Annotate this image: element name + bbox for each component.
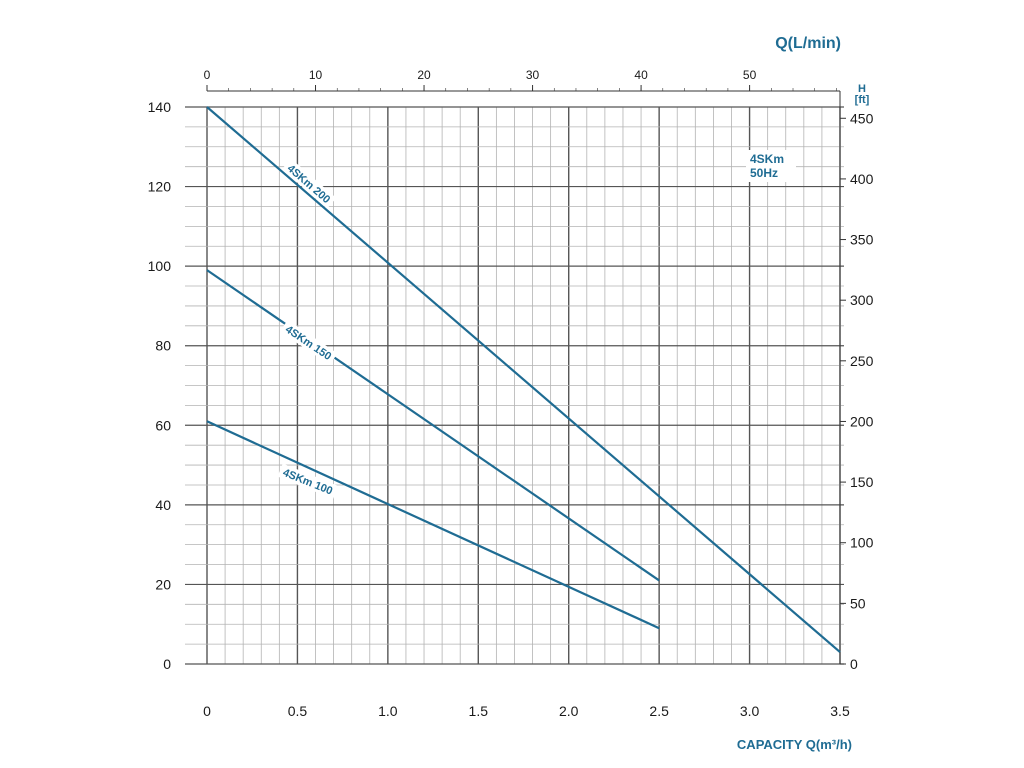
right-tick-label: 200	[850, 413, 874, 429]
series-label-bg	[281, 158, 337, 209]
bottom-tick-label: 0	[203, 703, 211, 719]
series-label: 4SKm 150	[283, 324, 333, 363]
left-tick-label: 20	[155, 576, 171, 592]
annotation-bg	[746, 150, 796, 182]
annotation-text: 4SKm	[750, 152, 784, 166]
right-tick-label: 100	[850, 535, 874, 551]
series-label-group: 4SKm 200	[281, 158, 337, 209]
series-label-bg	[279, 319, 338, 365]
series-label-bg	[277, 463, 339, 499]
left-tick-label: 120	[148, 179, 172, 195]
right-tick-label: 150	[850, 474, 874, 490]
bottom-tick-label: 3.0	[740, 703, 760, 719]
left-tick-label: 140	[148, 99, 172, 115]
right-axis-title: H	[858, 83, 866, 95]
series-label: 4SKm 200	[285, 163, 333, 207]
x-axis-title: CAPACITY Q(m³/h)	[737, 737, 852, 752]
bottom-tick-label: 2.5	[649, 703, 669, 719]
series	[206, 106, 841, 653]
grid	[185, 106, 844, 665]
series-line	[206, 106, 841, 653]
top-tick-label: 20	[417, 68, 431, 82]
right-tick-label: 300	[850, 292, 874, 308]
left-tick-label: 0	[163, 656, 171, 672]
axes: 0 10 20 30 40 50 0 20 40 60 80 100 120 140 0 50 100 150 20…	[148, 68, 874, 719]
bottom-tick-label: 2.0	[559, 703, 579, 719]
right-tick-label: 350	[850, 232, 874, 248]
right-tick-label: 450	[850, 110, 874, 126]
right-tick-label: 250	[850, 353, 874, 369]
series-label: 4SKm 100	[281, 467, 334, 498]
annotation-text: 50Hz	[750, 166, 778, 180]
top-tick-label: 50	[743, 68, 757, 82]
bottom-tick-label: 1.5	[469, 703, 489, 719]
top-tick-label: 30	[526, 68, 540, 82]
top-axis-title: Q(L/min)	[775, 35, 841, 52]
series-line	[206, 420, 660, 630]
top-tick-label: 0	[204, 68, 211, 82]
top-tick-label: 40	[634, 68, 648, 82]
left-tick-label: 100	[148, 258, 172, 274]
bottom-tick-label: 1.0	[378, 703, 398, 719]
right-axis-title: [ft]	[855, 94, 870, 106]
series-line	[206, 269, 660, 582]
right-tick-label: 0	[850, 656, 858, 672]
series-label-group: 4SKm 100	[277, 463, 339, 499]
left-tick-label: 60	[155, 417, 171, 433]
series-label-group: 4SKm 150	[279, 319, 338, 365]
bottom-tick-label: 0.5	[288, 703, 308, 719]
bottom-tick-label: 3.5	[830, 703, 850, 719]
right-tick-label: 400	[850, 171, 874, 187]
top-tick-label: 10	[309, 68, 323, 82]
left-tick-label: 80	[155, 338, 171, 354]
right-tick-label: 50	[850, 595, 866, 611]
left-tick-label: 40	[155, 497, 171, 513]
